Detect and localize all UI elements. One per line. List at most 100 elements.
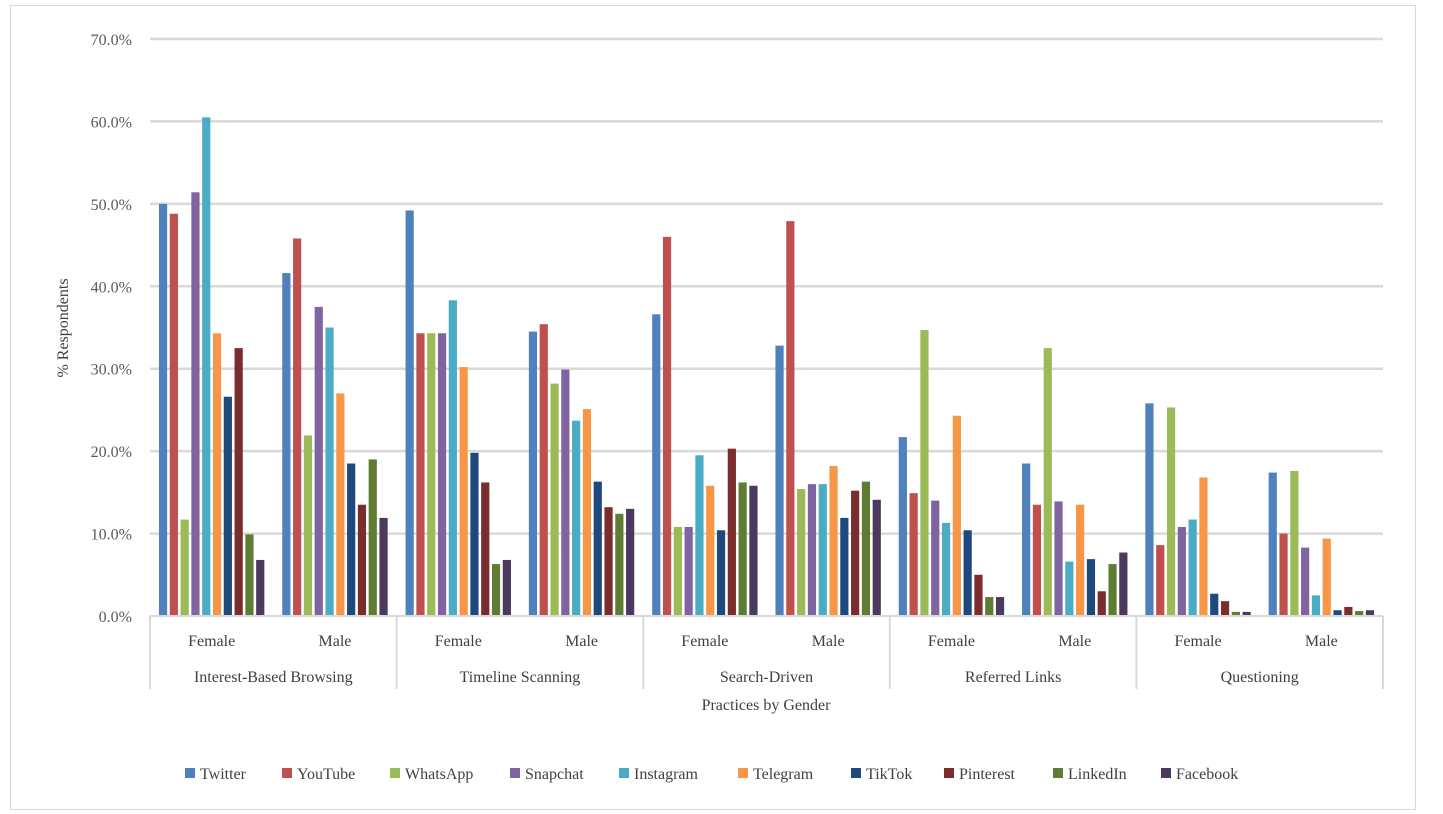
bar-tiktok [593, 481, 602, 616]
bar-tiktok [470, 452, 479, 616]
subcategory-label: Male [565, 633, 598, 650]
bar-youtube [416, 333, 425, 616]
bar-telegram [952, 415, 961, 616]
legend-swatch [1161, 768, 1171, 778]
legend-label: TikTok [866, 766, 912, 783]
bar-twitter [158, 203, 168, 616]
bar-youtube [169, 213, 178, 616]
bar-tiktok [347, 463, 356, 616]
bar-tiktok [963, 530, 972, 616]
legend-label: YouTube [297, 766, 355, 783]
bar-facebook [995, 597, 1005, 616]
group-label: Questioning [1221, 669, 1299, 686]
bar-pinterest [851, 490, 860, 616]
bar-facebook [502, 559, 511, 616]
bar-pinterest [974, 574, 983, 616]
bar-telegram [1199, 477, 1208, 616]
bar-whatsapp [180, 519, 189, 616]
bar-instagram [325, 327, 334, 616]
bar-twitter [898, 437, 907, 616]
subcategory-label: Female [681, 633, 728, 650]
bar-youtube [909, 493, 918, 616]
subcategory-label: Male [319, 633, 352, 650]
legend-swatch [944, 768, 954, 778]
bar-linkedin [1355, 611, 1364, 616]
bar-instagram [1311, 595, 1321, 616]
bar-pinterest [727, 448, 736, 616]
bar-linkedin [245, 534, 254, 616]
bar-snapchat [1301, 547, 1310, 616]
bar-facebook [1119, 552, 1128, 616]
bar-twitter [282, 273, 291, 616]
bar-linkedin [368, 459, 377, 616]
bar-youtube [786, 221, 795, 616]
bar-linkedin [615, 513, 624, 616]
legend-swatch [282, 768, 292, 778]
bar-twitter [528, 331, 538, 616]
y-tick-labels: 0.0% 10.0% 20.0% 30.0% 40.0% 50.0% 60.0% 70.0% [91, 32, 132, 626]
bar-snapchat [1177, 526, 1186, 616]
bar-tiktok [223, 396, 232, 616]
legend-label: Facebook [1176, 766, 1238, 783]
bar-telegram [829, 465, 838, 616]
bar-twitter [1145, 403, 1154, 616]
bar-youtube [1156, 545, 1165, 616]
legend-swatch [390, 768, 400, 778]
bar-tiktok [1210, 593, 1219, 616]
legend-swatch [185, 768, 195, 778]
bar-instagram [572, 420, 581, 616]
legend-swatch [851, 768, 861, 778]
bar-twitter [1268, 472, 1277, 616]
bar-twitter [1022, 463, 1031, 616]
bar-whatsapp [673, 526, 682, 616]
y-tick-label: 50.0% [91, 197, 132, 214]
bar-snapchat [1054, 501, 1063, 616]
bar-facebook [379, 517, 388, 616]
bar-instagram [818, 484, 827, 616]
x-axis-title: Practices by Gender [702, 697, 832, 714]
bar-telegram [212, 333, 222, 616]
subcategory-label: Female [1175, 633, 1222, 650]
y-tick-label: 0.0% [99, 609, 132, 626]
y-tick-label: 70.0% [91, 32, 132, 49]
bar-telegram [706, 485, 715, 616]
bar-pinterest [1097, 591, 1106, 616]
bar-twitter [405, 210, 414, 617]
legend-label: LinkedIn [1068, 766, 1127, 783]
bar-linkedin [738, 482, 747, 616]
legend-label: Twitter [200, 766, 247, 783]
y-tick-label: 40.0% [91, 279, 132, 296]
bar-linkedin [985, 597, 994, 616]
bar-youtube [662, 236, 672, 617]
bar-facebook [872, 499, 881, 616]
bar-telegram [582, 409, 592, 616]
bar-youtube [1032, 504, 1042, 616]
bar-pinterest [357, 504, 367, 616]
grid-lines [150, 37, 1383, 535]
bar-linkedin [491, 564, 501, 616]
bar-instagram [448, 300, 457, 616]
bar-telegram [459, 367, 468, 616]
bar-instagram [1188, 519, 1197, 616]
bar-whatsapp [427, 333, 436, 616]
bar-instagram [202, 117, 211, 617]
bar-facebook [749, 485, 758, 616]
bar-telegram [336, 393, 345, 616]
legend-label: Snapchat [525, 766, 584, 783]
bar-facebook [1365, 610, 1375, 616]
bar-pinterest [1220, 601, 1230, 616]
subcategory-label: Female [188, 633, 235, 650]
bar-tiktok [1086, 559, 1096, 616]
bar-snapchat [684, 526, 693, 616]
legend-label: Pinterest [959, 766, 1016, 783]
bar-whatsapp [1043, 348, 1052, 616]
group-label: Timeline Scanning [460, 669, 581, 686]
bar-instagram [941, 522, 951, 616]
y-tick-label: 30.0% [91, 362, 132, 379]
bar-telegram [1322, 538, 1331, 616]
bar-pinterest [481, 482, 490, 616]
bar-twitter [775, 345, 784, 616]
bar-whatsapp [797, 489, 806, 616]
subcategory-label: Male [812, 633, 845, 650]
